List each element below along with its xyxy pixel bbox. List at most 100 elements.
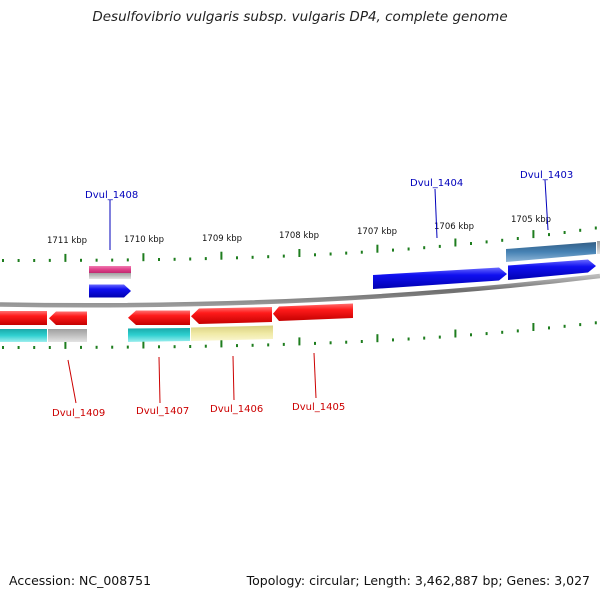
leader-dvul-1403: [544, 179, 549, 231]
tick-inner-minor-18: [282, 342, 285, 346]
ruler-label-1707: 1707 kbp: [357, 227, 397, 237]
gene-arrow-dvul-1405[interactable]: [273, 303, 353, 322]
gene-label-dvul-1408[interactable]: Dvul_1408: [85, 190, 138, 201]
tick-inner-major-14: [220, 339, 223, 348]
cds-feature-grey[interactable]: [89, 273, 131, 279]
tick-inner-minor-28: [438, 335, 441, 339]
ruler-ticks-outer: [2, 226, 597, 262]
tick-outer-minor-17: [267, 255, 270, 259]
tick-inner-minor-21: [329, 341, 332, 345]
leader-dvul-1405: [313, 352, 317, 399]
tick-outer-minor-20: [314, 253, 316, 257]
tick-inner-minor-3: [48, 346, 51, 349]
tick-inner-minor-1: [17, 346, 20, 349]
tick-inner-minor-20: [314, 341, 316, 345]
tick-outer-minor-32: [501, 238, 504, 242]
map-title: Desulfovibrio vulgaris subsp. vulgaris D…: [92, 9, 508, 25]
gene-arrow-dvul-1407[interactable]: [128, 310, 190, 326]
cds-feature-cyan-left[interactable]: [0, 329, 47, 342]
tick-inner-minor-17: [267, 343, 270, 347]
gene-label-dvul-1406[interactable]: Dvul_1406: [210, 404, 263, 415]
tick-inner-minor-5: [80, 345, 82, 349]
tick-inner-minor-32: [501, 330, 504, 334]
tick-inner-minor-37: [579, 323, 582, 327]
tick-outer-major-4: [64, 253, 67, 262]
tick-outer-minor-10: [158, 258, 160, 261]
cds-feature-grey-edge[interactable]: [597, 241, 600, 254]
tick-outer-minor-30: [470, 242, 472, 245]
tick-inner-minor-11: [173, 345, 176, 349]
tick-outer-minor-1: [17, 259, 20, 262]
tick-inner-minor-16: [251, 343, 254, 347]
tick-inner-minor-23: [360, 340, 363, 343]
tick-inner-minor-25: [392, 338, 394, 342]
leader-dvul-1404: [434, 188, 438, 239]
tick-outer-minor-26: [407, 247, 410, 251]
tick-inner-minor-6: [95, 345, 98, 349]
tick-outer-minor-3: [48, 258, 51, 262]
tick-inner-major-34: [532, 323, 535, 331]
tick-outer-minor-35: [548, 233, 550, 237]
tick-inner-minor-33: [516, 329, 519, 333]
tick-outer-minor-16: [251, 255, 254, 259]
tick-outer-minor-22: [345, 251, 348, 255]
tick-inner-minor-35: [548, 326, 550, 330]
cds-feature-steel[interactable]: [506, 242, 596, 262]
gene-label-dvul-1403[interactable]: Dvul_1403: [520, 170, 573, 181]
gene-arrow-dvul-1409[interactable]: [49, 311, 87, 326]
tick-outer-minor-0: [2, 259, 4, 262]
gene-arrow-dvul-1404[interactable]: [373, 267, 507, 290]
ruler-label-1711: 1711 kbp: [47, 236, 87, 246]
tick-outer-major-9: [142, 253, 145, 262]
leader-dvul-1409: [67, 359, 77, 404]
tick-outer-minor-25: [392, 248, 394, 252]
tick-outer-major-29: [454, 238, 457, 247]
gene-arrow-dvul-1406[interactable]: [191, 307, 272, 324]
gene-label-dvul-1407[interactable]: Dvul_1407: [136, 406, 189, 417]
tick-inner-minor-13: [204, 344, 207, 348]
reverse-strand-genes: [0, 303, 353, 342]
tick-inner-minor-31: [485, 332, 488, 336]
tick-outer-minor-28: [438, 244, 441, 248]
gene-label-dvul-1409[interactable]: Dvul_1409: [52, 408, 105, 419]
gene-arrow-dvul-1409-left[interactable]: [0, 311, 47, 325]
ruler-ticks-inner: [2, 321, 597, 349]
tick-outer-minor-27: [423, 246, 426, 250]
genome-backbone: [0, 273, 600, 308]
tick-inner-minor-0: [2, 346, 4, 349]
tick-outer-major-14: [220, 251, 223, 260]
tick-inner-major-24: [376, 334, 379, 343]
gene-arrow-dvul-1408[interactable]: [89, 284, 131, 298]
cds-feature-yellow[interactable]: [191, 325, 273, 342]
topology-text: Topology: circular; Length: 3,462,887 bp…: [246, 573, 590, 588]
tick-outer-major-19: [298, 249, 301, 257]
gene-labels: Dvul_1408 Dvul_1404 Dvul_1403 Dvul_1409 …: [52, 170, 573, 419]
tick-inner-minor-12: [189, 345, 192, 348]
tick-inner-major-4: [64, 340, 67, 349]
cds-feature-grey-low[interactable]: [48, 329, 87, 342]
cds-feature-cyan[interactable]: [128, 328, 190, 342]
forward-strand-genes: [89, 241, 600, 298]
tick-inner-major-29: [454, 329, 457, 338]
leader-dvul-1406: [232, 355, 235, 401]
tick-outer-minor-8: [126, 258, 129, 262]
tick-inner-minor-7: [111, 345, 114, 349]
accession-text: Accession: NC_008751: [9, 573, 152, 588]
ruler-labels: 1711 kbp 1710 kbp 1709 kbp 1708 kbp 1707…: [47, 215, 551, 246]
tick-outer-major-24: [376, 244, 379, 253]
gene-arrow-dvul-1403[interactable]: [508, 259, 596, 281]
cds-feature-magenta[interactable]: [89, 266, 131, 273]
gene-label-dvul-1404[interactable]: Dvul_1404: [410, 178, 463, 189]
tick-outer-major-34: [532, 230, 535, 239]
tick-inner-minor-30: [470, 333, 472, 337]
gene-leader-lines: [67, 179, 549, 404]
tick-outer-minor-21: [329, 252, 332, 256]
tick-outer-minor-36: [563, 231, 566, 234]
gene-label-dvul-1405[interactable]: Dvul_1405: [292, 402, 345, 413]
tick-outer-minor-38: [594, 226, 597, 230]
leader-dvul-1407: [158, 356, 161, 404]
tick-outer-minor-18: [282, 254, 285, 258]
ruler-label-1705: 1705 kbp: [511, 215, 551, 225]
ruler-label-1706: 1706 kbp: [434, 222, 474, 232]
tick-inner-major-9: [142, 340, 145, 349]
